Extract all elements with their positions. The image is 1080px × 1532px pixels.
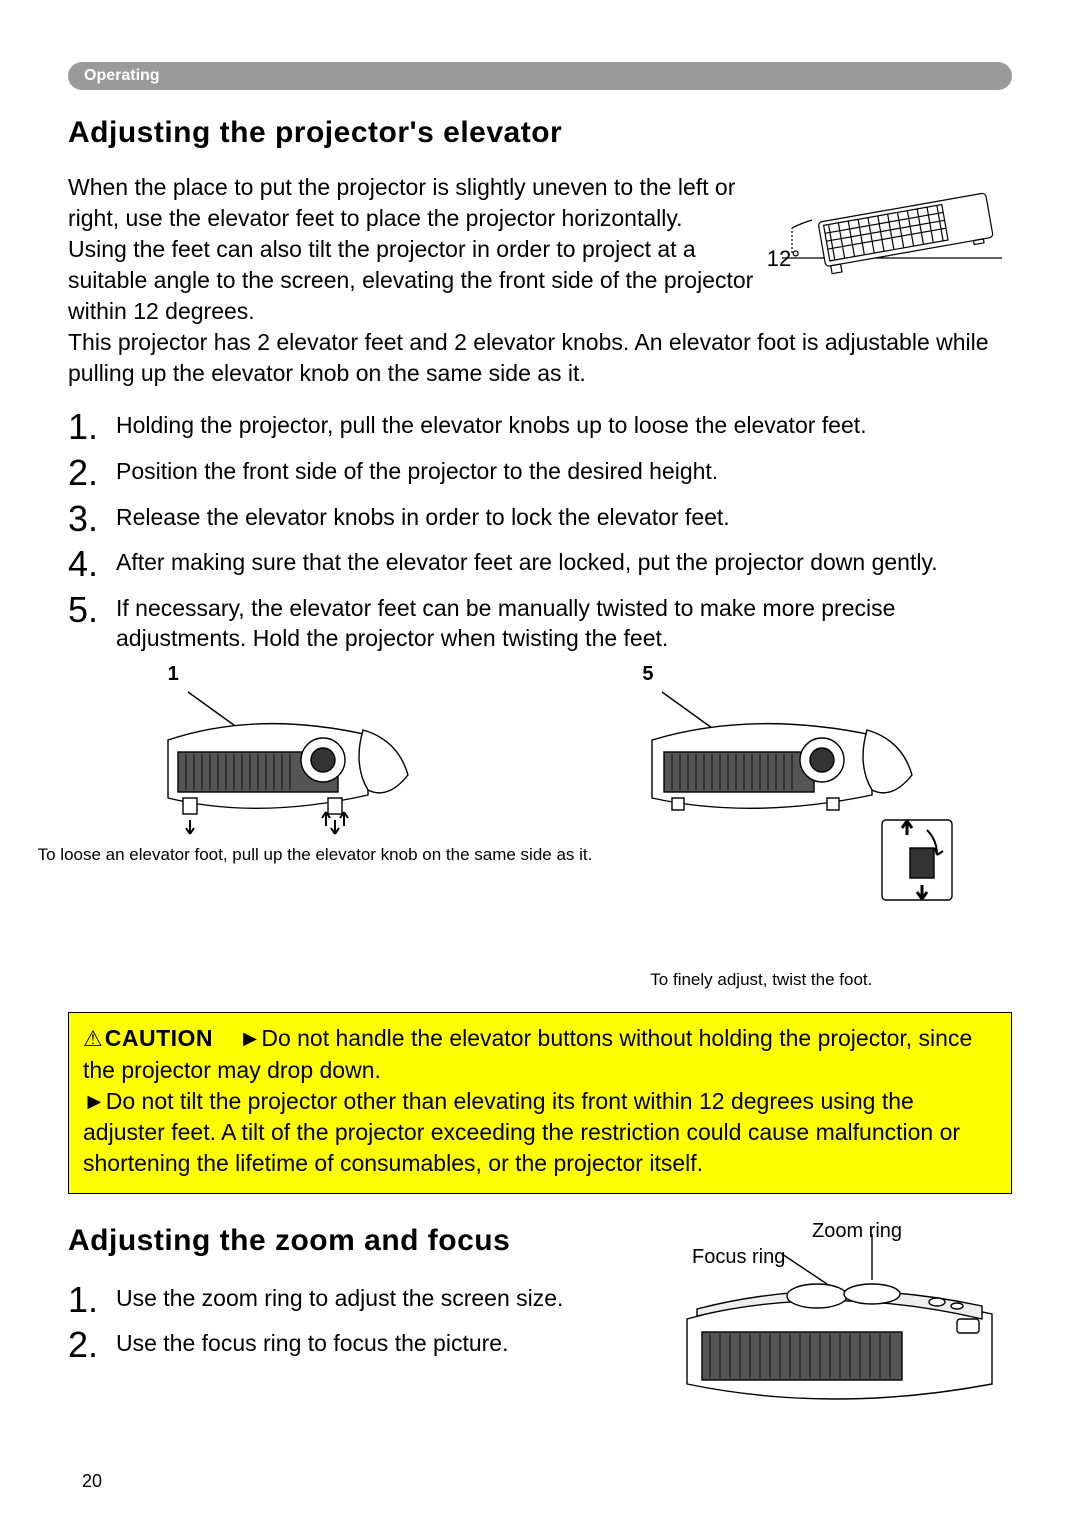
- arrow-2: ►: [83, 1088, 106, 1114]
- heading-elevator: Adjusting the projector's elevator: [68, 116, 1012, 150]
- section-tag-label: Operating: [84, 67, 160, 85]
- arrow-1: ►: [239, 1025, 262, 1051]
- warning-icon: [83, 1025, 105, 1051]
- zoom-step-2-text: Use the focus ring to focus the picture.: [116, 1325, 508, 1359]
- step-1-text: Holding the projector, pull the elevator…: [116, 407, 867, 441]
- intro-text-3: This projector has 2 elevator feet and 2…: [68, 329, 989, 386]
- angle-label: 12°: [767, 244, 800, 274]
- zoom-step-1: Use the zoom ring to adjust the screen s…: [68, 1280, 662, 1320]
- step-3-text: Release the elevator knobs in order to l…: [116, 499, 730, 533]
- step-1: Holding the projector, pull the elevator…: [68, 407, 1012, 447]
- heading-zoom: Adjusting the zoom and focus: [68, 1224, 662, 1258]
- step-2: Position the front side of the projector…: [68, 453, 1012, 493]
- caution-text-2: Do not tilt the projector other than ele…: [83, 1088, 960, 1176]
- zoom-section: Adjusting the zoom and focus Use the zoo…: [68, 1224, 1012, 1414]
- caution-box: CAUTION ►Do not handle the elevator butt…: [68, 1012, 1012, 1193]
- projector-foot-illustration: [622, 680, 972, 910]
- elevator-steps: Holding the projector, pull the elevator…: [68, 407, 1012, 653]
- diagram-5-caption: To finely adjust, twist the foot.: [650, 970, 872, 990]
- step-2-text: Position the front side of the projector…: [116, 453, 718, 487]
- diagram-5: 5: [622, 663, 972, 990]
- caution-word: CAUTION: [105, 1025, 213, 1051]
- zoom-diagram-container: Zoom ring Focus ring: [672, 1224, 1012, 1414]
- step-4-text: After making sure that the elevator feet…: [116, 544, 938, 578]
- diagram-1: 1: [108, 663, 593, 990]
- step-5-text: If necessary, the elevator feet can be m…: [116, 590, 1012, 654]
- zoom-ring-label: Zoom ring: [692, 1218, 902, 1244]
- intro-paragraph: When the place to put the projector is s…: [68, 172, 1012, 389]
- zoom-steps: Use the zoom ring to adjust the screen s…: [68, 1280, 662, 1365]
- zoom-step-1-text: Use the zoom ring to adjust the screen s…: [116, 1280, 563, 1314]
- section-tag: Operating: [68, 62, 1012, 90]
- intro-text-1: When the place to put the projector is s…: [68, 174, 735, 231]
- step-5: If necessary, the elevator feet can be m…: [68, 590, 1012, 654]
- projector-tilt-diagram: [772, 168, 1012, 278]
- diagram-row: 1: [68, 663, 1012, 990]
- caution-text-1: Do not handle the elevator buttons witho…: [83, 1025, 972, 1082]
- intro-text-2: Using the feet can also tilt the project…: [68, 236, 753, 324]
- zoom-labels: Zoom ring Focus ring: [692, 1218, 902, 1270]
- zoom-step-2: Use the focus ring to focus the picture.: [68, 1325, 662, 1365]
- focus-ring-label: Focus ring: [692, 1244, 902, 1270]
- page-number: 20: [82, 1471, 102, 1492]
- step-4: After making sure that the elevator feet…: [68, 544, 1012, 584]
- projector-knob-illustration: [108, 680, 418, 840]
- diagram-1-caption: To loose an elevator foot, pull up the e…: [38, 844, 593, 865]
- step-3: Release the elevator knobs in order to l…: [68, 499, 1012, 539]
